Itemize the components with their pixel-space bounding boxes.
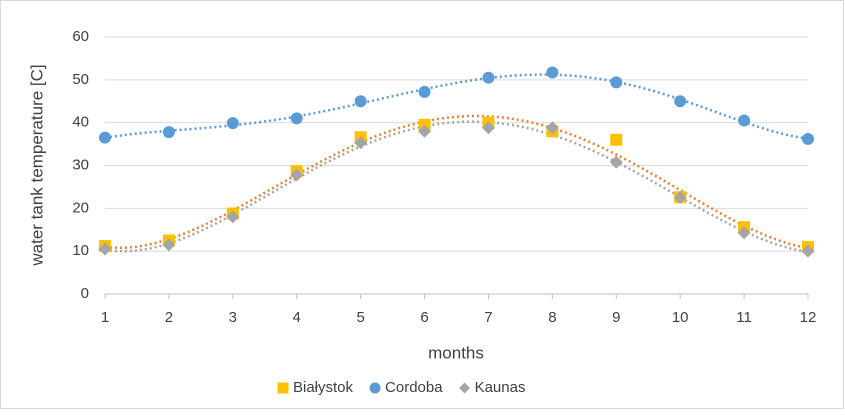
marker-circle (290, 112, 303, 125)
marker-diamond (226, 210, 240, 224)
marker-circle (482, 71, 495, 84)
marker-circle (162, 126, 175, 139)
marker-diamond (673, 191, 687, 205)
marker-diamond (418, 124, 432, 138)
marker-circle (418, 85, 431, 98)
trendline (104, 114, 809, 250)
x-tick-label: 2 (165, 309, 173, 326)
marker-diamond (737, 226, 751, 240)
marker-diamond (801, 244, 815, 258)
trendline (104, 73, 809, 140)
marker-square (277, 382, 289, 394)
y-tick-label: 10 (72, 242, 89, 259)
marker-circle (674, 95, 687, 108)
marker-diamond (459, 382, 471, 394)
trendline (104, 120, 809, 254)
marker-diamond (354, 136, 368, 150)
marker-circle (354, 95, 367, 108)
marker-circle (738, 114, 751, 127)
x-tick-label: 7 (484, 309, 492, 326)
marker-diamond (481, 121, 495, 135)
x-tick-label: 3 (229, 309, 237, 326)
y-tick-label: 0 (81, 285, 89, 302)
legend-label: Białystok (293, 379, 354, 396)
y-axis-label: water tank temperature [C] (27, 64, 46, 266)
marker-circle (610, 76, 623, 89)
y-tick-label: 20 (72, 199, 89, 216)
x-tick-label: 4 (293, 309, 301, 326)
x-tick-label: 6 (420, 309, 428, 326)
marker-square (610, 133, 623, 146)
legend-label: Kaunas (475, 379, 526, 396)
marker-diamond (98, 242, 112, 256)
x-tick-label: 10 (672, 309, 689, 326)
marker-diamond (609, 155, 623, 169)
marker-circle (546, 66, 559, 79)
legend-label: Cordoba (385, 379, 443, 396)
y-tick-label: 60 (72, 28, 89, 45)
marker-circle (99, 131, 111, 144)
x-tick-label: 12 (800, 309, 817, 326)
x-axis-label: months (428, 343, 484, 362)
marker-diamond (290, 168, 304, 182)
marker-circle (226, 117, 239, 130)
marker-circle (369, 382, 381, 394)
marker-diamond (162, 238, 176, 252)
x-tick-label: 5 (356, 309, 364, 326)
y-tick-label: 40 (72, 114, 89, 131)
marker-diamond (545, 121, 559, 135)
y-tick-label: 30 (72, 156, 89, 173)
x-tick-label: 1 (101, 309, 109, 326)
x-tick-label: 11 (736, 309, 752, 326)
x-tick-label: 8 (548, 309, 556, 326)
y-tick-label: 50 (72, 71, 89, 88)
marker-circle (802, 132, 814, 145)
x-tick-label: 9 (612, 309, 620, 326)
